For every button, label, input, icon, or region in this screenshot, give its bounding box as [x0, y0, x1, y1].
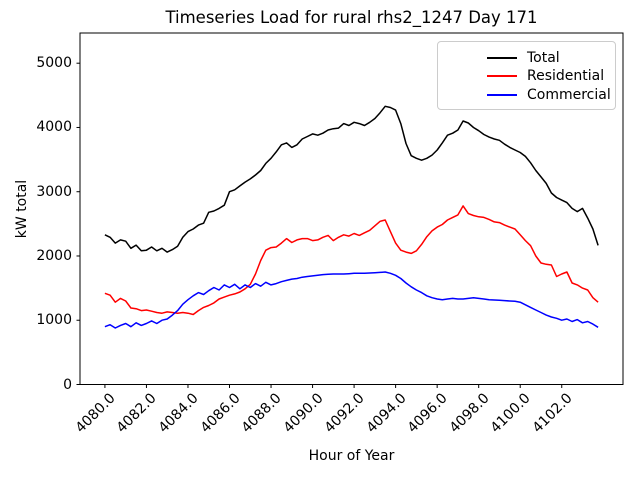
y-tick-label: 1000: [36, 312, 72, 329]
series-line-residential: [104, 205, 599, 316]
legend-line-swatch: [487, 56, 517, 59]
y-tick-label: 4000: [36, 119, 72, 136]
legend-item-commercial: Commercial: [446, 86, 611, 103]
axes-frame: [79, 32, 624, 385]
series-line-commercial: [104, 271, 599, 329]
y-tick-label: 0: [63, 376, 72, 393]
legend-label: Residential: [527, 68, 605, 84]
legend-line-swatch: [487, 93, 517, 96]
chart-title: Timeseries Load for rural rhs2_1247 Day …: [165, 8, 538, 27]
y-tick-label: 3000: [36, 183, 72, 200]
y-tick-label: 5000: [36, 55, 72, 72]
series-line-total: [104, 105, 599, 253]
legend: Total Residential Commercial: [437, 41, 616, 110]
x-axis-label: Hour of Year: [308, 448, 395, 464]
legend-item-residential: Residential: [446, 68, 607, 85]
legend-item-total: Total: [446, 49, 607, 66]
y-tick-label: 2000: [36, 247, 72, 264]
legend-line-swatch: [487, 75, 517, 77]
legend-label: Total: [527, 49, 560, 66]
legend-label: Commercial: [527, 86, 611, 103]
